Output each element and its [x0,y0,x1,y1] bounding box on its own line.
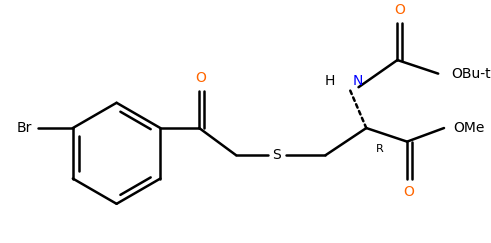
Text: S: S [273,148,281,162]
Text: Br: Br [17,121,32,135]
Text: O: O [404,185,414,199]
Text: N: N [353,74,363,88]
Text: H: H [325,74,335,88]
Text: OMe: OMe [454,121,485,135]
Text: R: R [376,144,384,154]
Text: O: O [394,3,405,17]
Text: OBu-t: OBu-t [451,67,491,81]
Text: O: O [196,71,207,86]
